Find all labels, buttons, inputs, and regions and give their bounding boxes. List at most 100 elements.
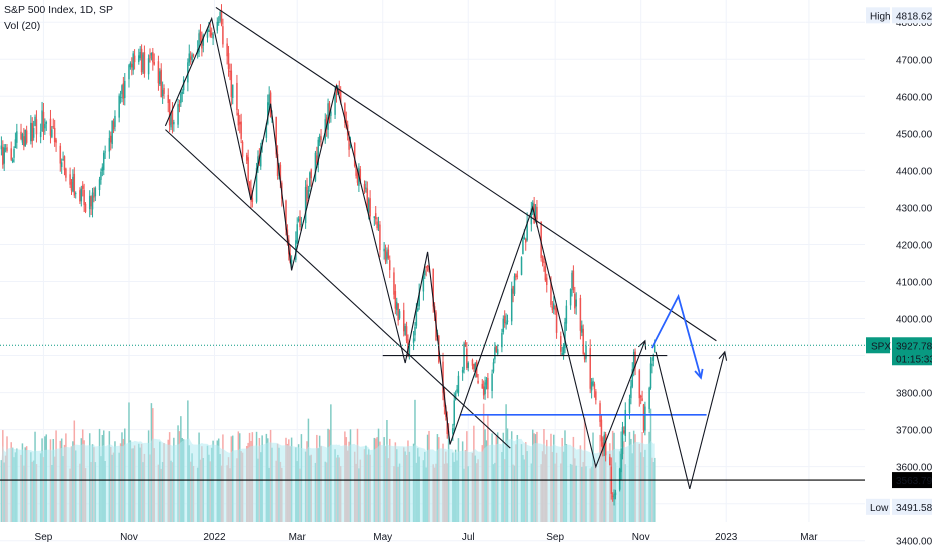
candle-body [414, 326, 416, 336]
candle-body [188, 53, 191, 63]
candle-body [101, 166, 104, 172]
candle-body [348, 137, 350, 150]
candle-body [245, 155, 248, 161]
low-value-bg [892, 498, 932, 515]
candle-body [236, 82, 238, 110]
candle-body [398, 311, 401, 319]
x-tick-label: Mar [800, 532, 818, 543]
candle-body [379, 224, 381, 251]
candle-body [572, 270, 575, 291]
candle-body [524, 239, 527, 243]
candle-body [492, 362, 495, 372]
candle-body [250, 187, 252, 200]
candle-body [63, 156, 66, 171]
candle-body [139, 52, 141, 59]
candle-body [520, 257, 523, 275]
candle-body [265, 125, 268, 138]
candle-body [210, 32, 213, 36]
candle-body [396, 301, 398, 310]
candle-body [42, 111, 45, 132]
candle-body [74, 193, 77, 195]
candle-body [16, 131, 18, 143]
candle-body [424, 270, 426, 276]
candle-body [325, 117, 328, 129]
candle-body [365, 187, 367, 189]
candle-body [55, 139, 57, 143]
candle-body [2, 146, 4, 165]
candle-body [555, 308, 558, 333]
volume-bar [653, 457, 656, 522]
y-tick-label: 3700.00 [896, 426, 932, 437]
candle-body [222, 26, 224, 45]
spx-label: SPX [871, 341, 891, 352]
candle-body [344, 103, 346, 123]
candle-body [628, 398, 631, 413]
low-value: 3491.58 [896, 503, 932, 514]
candle-body [609, 456, 611, 466]
candle-body [540, 221, 542, 258]
candle-body [373, 216, 376, 218]
candle-body [454, 393, 457, 400]
candle-body [149, 55, 151, 59]
candle-body [248, 181, 251, 188]
x-tick-label: 2023 [715, 532, 738, 543]
x-tick-label: Jul [462, 532, 475, 543]
candle-body [632, 352, 635, 372]
candle-body [102, 152, 105, 171]
candle-body [180, 93, 182, 104]
candle-body [366, 188, 369, 211]
candle-body [111, 120, 113, 144]
y-axis-bg [866, 0, 932, 550]
candle-body [98, 179, 101, 191]
candle-body [369, 198, 371, 217]
candle-body [456, 389, 458, 392]
candle-body [512, 286, 514, 294]
candle-body [320, 136, 322, 140]
high-value-bg [892, 7, 932, 24]
candle-body [526, 221, 528, 241]
candle-body [153, 62, 155, 65]
candle-body [653, 345, 656, 353]
candle-body [173, 121, 175, 125]
chart-title: S&P 500 Index, 1D, SP [4, 4, 113, 16]
candle-body [100, 171, 102, 180]
candle-body [631, 369, 634, 387]
candle-body [405, 326, 408, 341]
candle-body [541, 261, 544, 263]
low-label-bg [866, 498, 890, 515]
x-tick-label: Sep [35, 532, 53, 543]
candle-body [589, 348, 591, 389]
candle-body [334, 93, 336, 115]
candle-body [503, 315, 506, 324]
black-projection-arrowhead [718, 350, 728, 361]
candle-body [590, 381, 593, 391]
candle-body [446, 417, 448, 434]
high-value: 4818.62 [896, 11, 932, 22]
candle-body [505, 322, 507, 325]
candle-body [642, 404, 645, 431]
candle-body [91, 192, 94, 210]
candle-body [553, 303, 555, 310]
candle-body [386, 252, 388, 260]
y-tick-label: 4200.00 [896, 240, 932, 251]
candle-body [131, 63, 133, 68]
y-tick-label: 3800.00 [896, 389, 932, 400]
candle-body [582, 328, 584, 354]
candle-body [644, 406, 646, 431]
candle-body [560, 336, 562, 352]
candle-body [208, 29, 210, 32]
candle-body [484, 382, 486, 395]
candle-body [65, 168, 67, 178]
candle-body [569, 289, 572, 306]
candle-body [422, 275, 425, 292]
candle-body [191, 54, 193, 61]
candle-body [209, 30, 212, 37]
candle-body [261, 140, 263, 144]
candle-body [600, 419, 603, 442]
candle-body [150, 52, 153, 56]
candle-body [516, 275, 519, 277]
candle-body [119, 97, 122, 99]
candle-body [496, 349, 499, 355]
candle-body [534, 206, 537, 222]
